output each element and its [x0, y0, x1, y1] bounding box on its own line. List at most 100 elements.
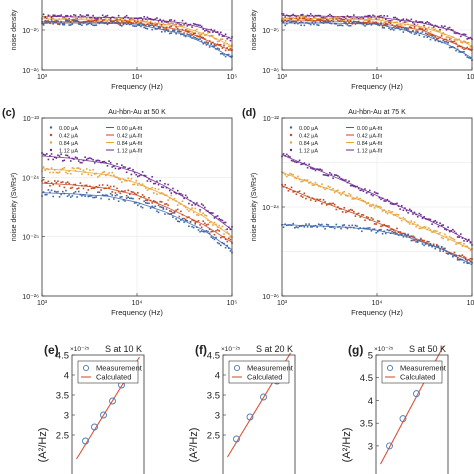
y-tick-label: 10⁻²⁴	[22, 175, 39, 182]
data-point	[146, 199, 149, 202]
data-point	[152, 206, 155, 209]
data-point	[351, 198, 354, 200]
data-point	[458, 51, 461, 53]
data-point	[321, 223, 323, 226]
data-point	[167, 29, 169, 31]
data-point	[55, 20, 58, 22]
data-point	[210, 42, 213, 45]
data-point	[226, 47, 229, 49]
data-point	[176, 22, 179, 24]
data-point	[226, 231, 229, 233]
data-point	[188, 34, 190, 36]
data-point	[148, 24, 150, 26]
data-point	[290, 173, 293, 176]
data-point	[356, 213, 358, 215]
data-point	[469, 36, 472, 39]
data-point	[192, 32, 195, 34]
data-point	[386, 19, 389, 22]
x-tick-label: 10³	[277, 74, 288, 81]
data-point	[130, 177, 133, 180]
data-point	[130, 190, 133, 193]
data-point	[157, 21, 160, 24]
data-point	[429, 31, 432, 33]
y-tick-label: 10⁻²³	[23, 116, 40, 123]
data-point	[124, 166, 126, 168]
data-point	[122, 21, 125, 24]
data-point	[303, 162, 306, 164]
data-point	[362, 17, 365, 20]
data-point	[109, 20, 112, 23]
data-point	[324, 201, 326, 203]
data-point	[313, 184, 315, 186]
data-point	[381, 25, 384, 27]
data-point	[154, 182, 157, 185]
data-point	[144, 202, 147, 204]
data-point	[101, 184, 104, 186]
data-point	[157, 183, 160, 186]
data-point	[89, 195, 91, 197]
data-point	[141, 171, 144, 173]
data-point	[172, 22, 174, 25]
data-point	[301, 15, 304, 18]
data-point	[140, 25, 142, 28]
data-point	[165, 186, 168, 189]
panel-title: S at 50 K	[409, 344, 446, 354]
data-point	[95, 185, 98, 188]
panel-letter: (c)	[2, 107, 16, 119]
data-point	[353, 14, 355, 16]
data-point	[447, 253, 449, 255]
data-point	[119, 17, 122, 20]
legend-label: Calculated	[247, 373, 282, 382]
data-point	[440, 33, 443, 36]
data-point	[337, 16, 339, 19]
data-point	[57, 190, 59, 193]
x-axis-label: Frequency (Hz)	[351, 82, 403, 91]
data-point	[68, 18, 70, 20]
data-point	[81, 21, 83, 24]
data-point	[124, 19, 126, 21]
data-point	[319, 224, 322, 226]
data-point	[85, 191, 88, 194]
data-point	[132, 17, 134, 20]
data-point	[410, 239, 413, 242]
data-point	[468, 56, 470, 59]
data-point	[156, 193, 158, 195]
data-point	[332, 187, 334, 190]
data-point	[229, 39, 232, 42]
data-point	[176, 189, 179, 192]
data-point	[60, 153, 62, 156]
y-tick-label: 5	[368, 351, 373, 362]
data-point	[189, 30, 192, 33]
data-point	[389, 211, 392, 214]
data-point	[423, 36, 425, 38]
data-point	[184, 22, 187, 24]
data-point	[98, 174, 101, 177]
data-point	[308, 22, 310, 25]
data-point	[58, 155, 61, 157]
data-point	[226, 228, 229, 230]
y-axis-label: noise density	[11, 9, 18, 50]
data-point	[106, 20, 109, 22]
data-point	[380, 228, 382, 231]
data-point	[460, 241, 462, 244]
data-point	[466, 46, 469, 49]
data-point	[349, 194, 352, 196]
data-point	[202, 42, 205, 45]
data-point	[285, 175, 288, 178]
data-point	[84, 16, 86, 19]
data-point	[436, 29, 438, 32]
data-point	[189, 23, 192, 26]
data-point	[303, 24, 306, 27]
data-point	[149, 24, 152, 27]
data-point	[175, 23, 177, 25]
data-point	[416, 30, 419, 32]
x-tick-label: 10³	[37, 300, 48, 307]
data-point	[181, 25, 184, 27]
data-point	[55, 191, 58, 193]
data-point	[295, 17, 298, 20]
data-point	[338, 176, 341, 178]
data-point	[300, 14, 302, 16]
data-point	[129, 197, 131, 200]
data-point	[106, 165, 109, 167]
data-point	[205, 224, 208, 226]
